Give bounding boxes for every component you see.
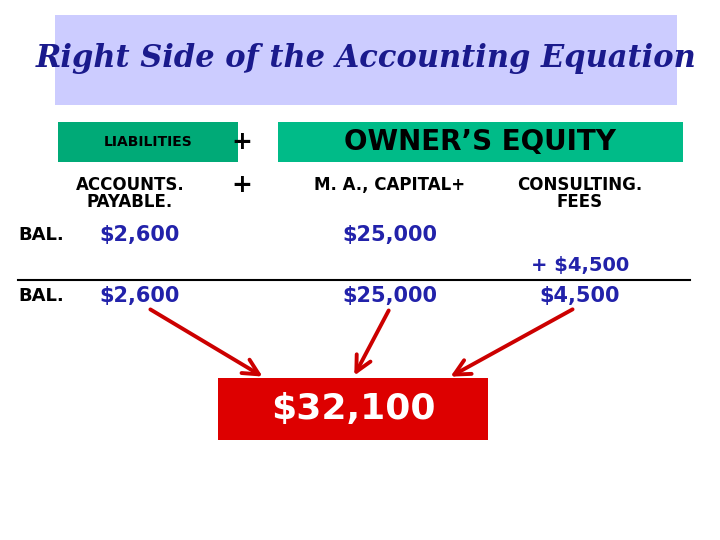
- Text: $4,500: $4,500: [540, 286, 620, 306]
- Text: FEES: FEES: [557, 193, 603, 211]
- Text: PAYABLE.: PAYABLE.: [87, 193, 173, 211]
- Bar: [55, 15, 677, 105]
- Text: OWNER’S EQUITY: OWNER’S EQUITY: [344, 128, 616, 156]
- Text: $2,600: $2,600: [100, 225, 180, 245]
- Text: $2,600: $2,600: [100, 286, 180, 306]
- Text: + $4,500: + $4,500: [531, 255, 629, 274]
- Text: BAL.: BAL.: [18, 226, 64, 244]
- Text: +: +: [232, 130, 253, 154]
- Text: Right Side of the Accounting Equation: Right Side of the Accounting Equation: [35, 43, 696, 73]
- Text: $25,000: $25,000: [343, 225, 438, 245]
- Text: CONSULTING.: CONSULTING.: [518, 176, 643, 194]
- Bar: [58, 122, 238, 162]
- Bar: [278, 122, 683, 162]
- Text: +: +: [232, 173, 253, 197]
- Text: LIABILITIES: LIABILITIES: [104, 135, 192, 149]
- Text: BAL.: BAL.: [18, 287, 64, 305]
- Text: $32,100: $32,100: [271, 392, 436, 426]
- Bar: [218, 378, 488, 440]
- Text: ACCOUNTS.: ACCOUNTS.: [76, 176, 184, 194]
- Text: M. A., CAPITAL+: M. A., CAPITAL+: [315, 176, 466, 194]
- Text: $25,000: $25,000: [343, 286, 438, 306]
